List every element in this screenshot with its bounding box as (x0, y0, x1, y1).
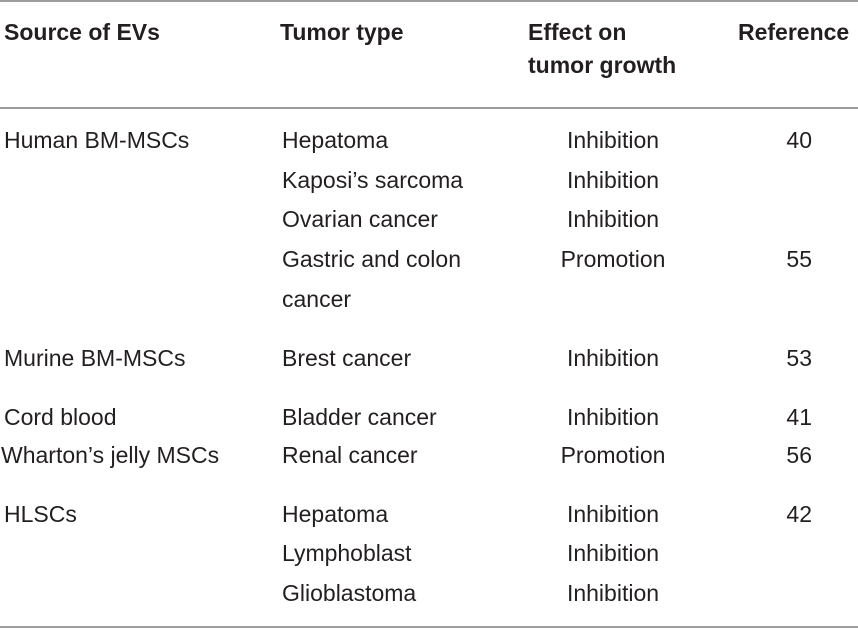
tumor-cell: Kaposi’s sarcoma (282, 167, 464, 193)
header-effect: Effect on tumor growth (528, 16, 676, 82)
tumor-cell: Hepatoma (282, 127, 389, 153)
reference-cell: 56 (786, 442, 812, 468)
header-rule (0, 107, 858, 109)
tumor-cell: Hepatoma (282, 501, 389, 527)
tumor-cell-line1: Gastric and colon (282, 246, 461, 272)
effect-cell: Promotion (560, 442, 666, 468)
source-cell: Cord blood (4, 404, 117, 430)
header-tumor-type: Tumor type (280, 19, 404, 45)
tumor-cell: Lymphoblast (282, 540, 412, 566)
effect-cell: Inhibition (566, 206, 660, 232)
effect-cell: Inhibition (566, 127, 660, 153)
effect-cell: Promotion (560, 246, 666, 272)
source-cell: Human BM-MSCs (4, 127, 190, 153)
table-top-rule (0, 0, 858, 2)
header-source: Source of EVs (4, 19, 160, 45)
effect-cell: Inhibition (566, 167, 660, 193)
reference-cell: 53 (786, 345, 812, 371)
effect-cell: Inhibition (566, 345, 660, 371)
tumor-cell: Brest cancer (282, 345, 412, 371)
tumor-cell: Renal cancer (282, 442, 418, 468)
effect-cell: Inhibition (566, 580, 660, 606)
tumor-cell: Bladder cancer (282, 404, 437, 430)
header-reference: Reference (738, 19, 850, 45)
header-effect-line2: tumor growth (528, 52, 677, 78)
table-bottom-rule (0, 626, 858, 628)
tumor-cell-line2: cancer (282, 286, 352, 312)
tumor-cell: Ovarian cancer (282, 206, 438, 232)
tumor-cell: Glioblastoma (282, 580, 417, 606)
reference-cell: 41 (786, 404, 812, 430)
reference-cell: 40 (786, 127, 812, 153)
source-cell: Murine BM-MSCs (4, 345, 186, 371)
reference-cell: 42 (786, 501, 812, 527)
effect-cell: Inhibition (566, 501, 660, 527)
source-cell: Wharton’s jelly MSCs (1, 442, 220, 468)
effect-cell: Inhibition (566, 540, 660, 566)
effect-cell: Inhibition (566, 404, 660, 430)
header-effect-line1: Effect on (528, 19, 627, 45)
reference-cell: 55 (786, 246, 812, 272)
source-cell: HLSCs (4, 501, 77, 527)
tumor-cell: Gastric and colon cancer (282, 239, 461, 319)
